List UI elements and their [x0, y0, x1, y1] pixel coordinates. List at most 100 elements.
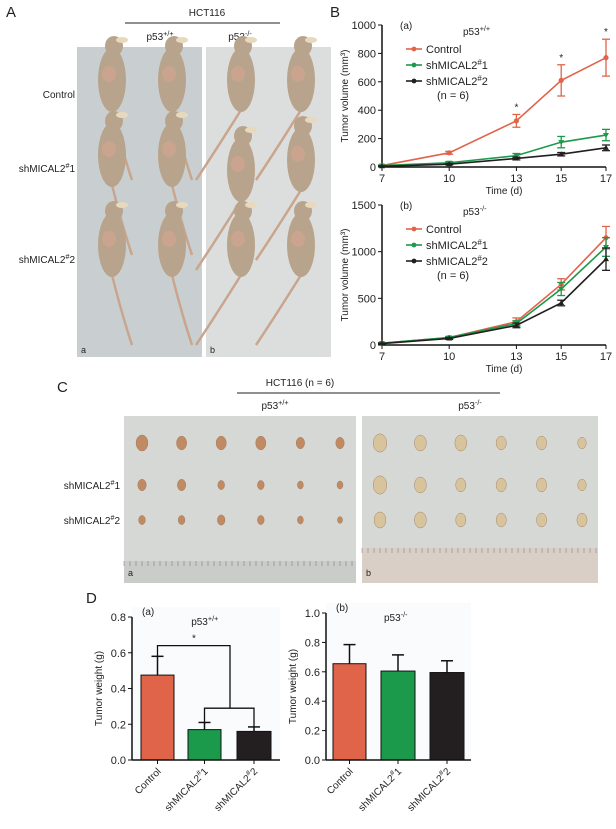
y-axis-label: Tumor weight (g) — [94, 651, 105, 726]
panel-c-row-label-sh2: shMICAL2#2 — [64, 513, 121, 527]
chart-genotype-sup: -/- — [401, 610, 408, 619]
significance-star: * — [514, 102, 518, 113]
legend-item-control: Control — [406, 224, 461, 236]
legend-label-tail: 1 — [482, 240, 488, 252]
y-axis-label: Tumor weight (g) — [288, 649, 299, 724]
panel-c-row-label-sh1-base: shMICAL2 — [64, 481, 111, 492]
panel-c-row-label-sh2-tail: 2 — [114, 516, 120, 527]
mouse-tail — [170, 274, 194, 346]
data-point — [558, 140, 565, 146]
x-tick-label: 10 — [443, 173, 455, 185]
x-tick-label-sh1-sup: # — [387, 768, 396, 777]
tumor-a-1-1 — [177, 479, 187, 491]
x-tick-label-sh1-base: shMICAL2 — [357, 773, 398, 814]
bar-control — [332, 663, 367, 761]
data-point — [446, 335, 453, 341]
mouse-ear — [305, 202, 317, 208]
tumor-b-0-3 — [495, 435, 507, 451]
x-tick-label-sh2-base: shMICAL2 — [213, 773, 254, 814]
data-point — [513, 118, 520, 124]
bar-sh1 — [187, 729, 222, 761]
x-tick-label-sh2: shMICAL2#2 — [210, 764, 260, 814]
mouse-a-2-0 — [98, 201, 134, 346]
legend-label: shMICAL2#1 — [426, 58, 488, 72]
y-tick-label: 1.0 — [305, 608, 320, 620]
chart-subtitle: (a) — [142, 607, 154, 618]
data-point — [558, 300, 565, 305]
mouse-ear — [245, 127, 257, 133]
legend-item-sh2: shMICAL2#2 — [406, 74, 488, 88]
tumor-a-2-1 — [178, 515, 186, 525]
tumor — [231, 231, 245, 247]
data-point — [513, 322, 520, 328]
mouse-a-1-1 — [158, 111, 194, 256]
panel-c-row-label-sh1-sup: # — [110, 478, 114, 487]
panel-a-row-label-control: Control — [43, 90, 75, 101]
panel-c-row-label-sh2-base: shMICAL2 — [64, 516, 111, 527]
tumor-a-2-2 — [217, 514, 226, 526]
mouse-tail — [194, 274, 243, 346]
significance-star: * — [559, 53, 563, 64]
tumor-a-0-4 — [295, 437, 305, 449]
x-tick-label: 7 — [379, 173, 385, 185]
panel-c-genotype-ko-sup: -/- — [475, 398, 482, 407]
tumor-photo-label-a: a — [128, 568, 133, 578]
legend-marker — [411, 46, 417, 52]
x-tick-label: 7 — [379, 351, 385, 363]
tumor-b-2-3 — [495, 512, 507, 528]
legend-label: shMICAL2#2 — [426, 254, 488, 268]
chart-genotype: p53-/- — [384, 610, 408, 624]
mouse-b-1-0 — [194, 126, 257, 271]
y-tick-label: 0.2 — [305, 726, 320, 738]
series-sh2 — [378, 144, 610, 169]
tumor — [162, 141, 176, 157]
tumor-photo-a — [124, 416, 356, 583]
panel-a-row-label-sh1: shMICAL2#1 — [19, 161, 76, 175]
y-tick-label: 0.6 — [305, 667, 320, 679]
significance-star: * — [604, 27, 608, 38]
y-tick-label: 0.6 — [111, 648, 126, 660]
legend-label: Control — [426, 44, 461, 56]
bar-sh2 — [429, 672, 465, 761]
panel-a-genotype-ko-base: p53 — [228, 32, 245, 43]
x-axis-label: Time (d) — [486, 364, 523, 375]
data-point — [379, 163, 385, 169]
legend-n: (n = 6) — [437, 90, 469, 102]
bracket-outer — [156, 644, 231, 709]
chart-genotype-sup: -/- — [480, 204, 487, 213]
data-point — [603, 256, 609, 262]
legend-label-tail: 2 — [482, 256, 488, 268]
tumor-b-0-1 — [414, 434, 427, 452]
legend-label-sup: # — [477, 238, 482, 247]
mouse-a-2-1 — [158, 201, 194, 346]
tumor — [102, 141, 116, 157]
panel-a-genotype-wt: p53+/+ — [146, 29, 173, 43]
y-tick-label: 0.8 — [111, 612, 126, 624]
legend-item-control: Control — [406, 44, 461, 56]
tumor-a-2-0 — [138, 515, 146, 525]
y-tick-label: 600 — [358, 77, 376, 89]
chart-genotype-base: p53 — [191, 617, 208, 628]
tumor — [231, 156, 245, 172]
tumor-photo-label-b: b — [366, 568, 371, 578]
mouse-tail — [110, 274, 134, 346]
data-point — [603, 133, 609, 139]
panel-a-row-label-sh1-sup: # — [65, 161, 69, 170]
tumor-b-1-2 — [455, 477, 467, 493]
x-tick-label-sh1-base: shMICAL2 — [163, 773, 204, 814]
panel-a-row-label-sh1-tail: 1 — [69, 164, 75, 175]
tumor-a-0-2 — [215, 435, 227, 451]
y-tick-label: 500 — [358, 293, 376, 305]
panel-c-genotype-wt: p53+/+ — [261, 398, 288, 412]
data-point — [513, 155, 520, 161]
x-tick-label: 17 — [600, 351, 612, 363]
x-tick-label: 13 — [510, 351, 522, 363]
y-tick-label: 0 — [370, 162, 376, 174]
y-tick-label: 1000 — [352, 247, 376, 259]
x-axis-label: Time (d) — [486, 186, 523, 197]
y-tick-label: 0.2 — [111, 719, 126, 731]
tumor-b-1-4 — [536, 477, 547, 493]
legend-label-tail: 1 — [482, 60, 488, 72]
